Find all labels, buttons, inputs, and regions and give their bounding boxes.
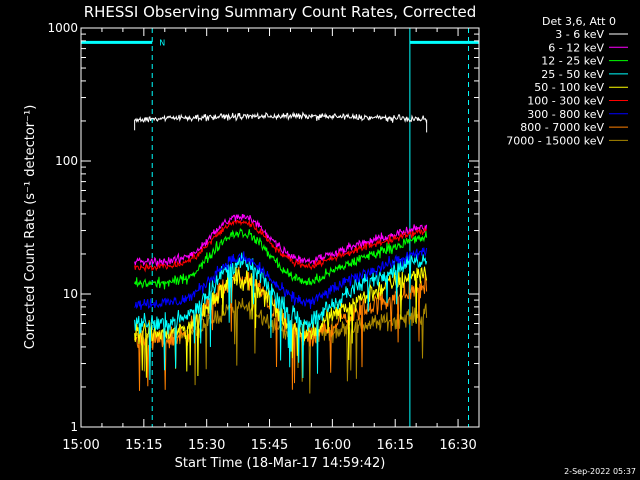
x-tick-label: 15:30 [188, 438, 225, 453]
legend-entry-label: 12 - 25 keV [541, 55, 604, 68]
x-tick-label: 15:00 [62, 438, 99, 453]
legend-entry-label: 7000 - 15000 keV [506, 134, 604, 147]
legend-entry-label: 800 - 7000 keV [520, 121, 604, 134]
x-tick-label: 15:15 [125, 438, 162, 453]
x-axis-label: Start Time (18-Mar-17 14:59:42) [175, 456, 386, 471]
night-marker-label: N [159, 38, 165, 47]
x-tick-label: 16:30 [439, 438, 476, 453]
footer-timestamp: 2-Sep-2022 05:37 [564, 467, 636, 476]
y-axis-ticks: 1 10 100 1000 [47, 21, 479, 434]
series-line [134, 252, 428, 381]
y-tick-label: 100 [55, 154, 78, 168]
legend-entry-label: 300 - 800 keV [527, 108, 604, 121]
chart-title: RHESSI Observing Summary Count Rates, Co… [84, 3, 477, 21]
legend-header: Det 3,6, Att 0 [542, 15, 616, 28]
y-axis-label: Corrected Count Rate (s⁻¹ detector⁻¹) [23, 105, 38, 350]
series-line [134, 213, 428, 268]
y-tick-label: 10 [63, 287, 78, 301]
legend-entry-label: 6 - 12 keV [548, 41, 604, 54]
legend-entry-label: 50 - 100 keV [534, 81, 604, 94]
series-line [134, 219, 428, 273]
x-tick-label: 15:45 [251, 438, 288, 453]
x-tick-label: 16:00 [314, 438, 351, 453]
series-line [134, 247, 428, 310]
x-tick-label: 16:15 [376, 438, 413, 453]
series-line [134, 227, 428, 290]
plot-frame [80, 27, 480, 428]
x-axis-ticks: 15:00 15:15 15:30 15:45 16:00 16:15 16:30 [62, 28, 480, 453]
y-tick-label: 1000 [47, 21, 78, 35]
legend-entry-label: 3 - 6 keV [555, 28, 604, 41]
y-tick-label: 1 [70, 420, 78, 434]
series-line [134, 111, 428, 124]
legend-entry-label: 25 - 50 keV [541, 68, 604, 81]
legend-entry-label: 100 - 300 keV [527, 95, 604, 108]
